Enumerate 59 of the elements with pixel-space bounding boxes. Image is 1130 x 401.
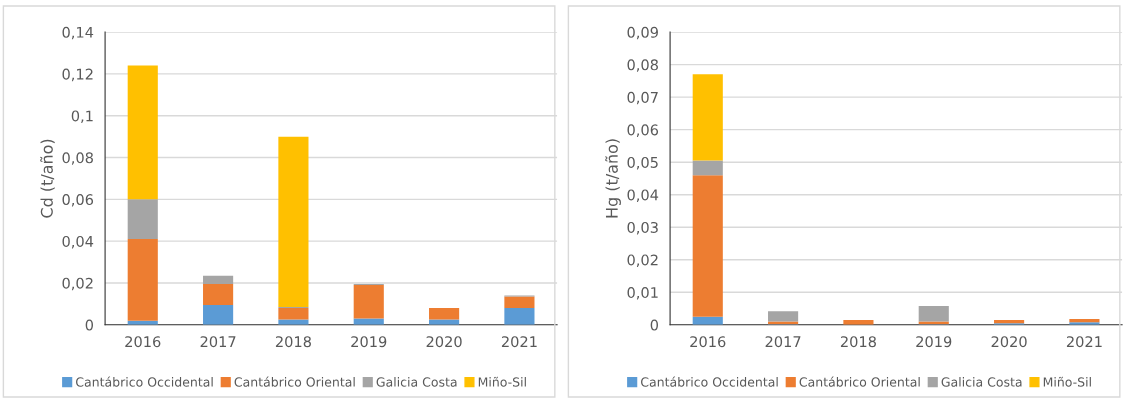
bar — [504, 296, 535, 309]
y-axis-title: Cd (t/año) — [40, 139, 55, 218]
bar — [1069, 318, 1100, 323]
y-tick-label: 0 — [85, 319, 94, 331]
bar — [278, 136, 309, 308]
y-tick-label: 0,12 — [62, 68, 93, 82]
bar — [768, 311, 799, 322]
x-tick-label: 2018 — [840, 336, 876, 348]
x-tick-label: 2019 — [351, 336, 387, 348]
y-tick-label: 0,08 — [62, 152, 93, 165]
legend-label: Miño-Sil — [478, 376, 526, 387]
bar — [429, 308, 460, 320]
legend-label: Cantábrico Oriental — [799, 376, 920, 387]
y-axis-title: Hg (t/año) — [605, 139, 621, 218]
y-tick-label: 0,06 — [62, 194, 94, 207]
bar — [127, 65, 158, 200]
y-tick-label: 0,02 — [62, 277, 93, 291]
y-tick-label: 0,08 — [627, 59, 658, 72]
bar — [692, 74, 723, 161]
y-tick-label: 0,1 — [71, 110, 93, 123]
x-tick-label: 2018 — [275, 336, 311, 348]
bar — [127, 199, 158, 240]
legend-label: Galicia Costa — [376, 377, 457, 387]
y-tick-label: 0,01 — [627, 287, 658, 300]
y-tick-label: 0,14 — [62, 26, 94, 40]
bar — [504, 308, 535, 325]
x-tick-label: 2017 — [765, 336, 801, 348]
y-tick-label: 0,02 — [627, 254, 658, 267]
y-tick-label: 0,09 — [627, 26, 658, 40]
legend-label: Galicia Costa — [941, 377, 1022, 387]
y-tick-label: 0,04 — [627, 189, 659, 202]
x-tick-label: 2021 — [1066, 336, 1102, 348]
bar — [278, 308, 309, 320]
y-tick-label: 0 — [650, 319, 659, 331]
bar — [353, 285, 384, 319]
bar — [994, 319, 1025, 324]
y-tick-label: 0,04 — [62, 235, 94, 249]
legend-label: Cantábrico Oriental — [234, 376, 355, 387]
bar — [127, 239, 158, 321]
bar — [203, 304, 234, 325]
bar — [692, 160, 723, 176]
x-tick-label: 2020 — [426, 336, 462, 348]
legend-label: Cantábrico Occidental — [641, 376, 778, 387]
x-tick-label: 2019 — [916, 336, 952, 348]
y-tick-label: 0,07 — [627, 91, 658, 105]
y-tick-label: 0,06 — [627, 124, 659, 137]
x-tick-label: 2017 — [200, 336, 236, 348]
legend-label: Miño-Sil — [1043, 376, 1091, 387]
bar — [918, 305, 949, 322]
y-tick-label: 0,03 — [627, 221, 658, 235]
bar — [692, 175, 723, 317]
legend-label: Cantábrico Occidental — [76, 376, 213, 387]
bar — [203, 275, 234, 285]
x-tick-label: 2016 — [125, 336, 161, 348]
y-tick-label: 0,05 — [627, 156, 658, 170]
x-tick-label: 2016 — [690, 336, 726, 348]
x-tick-label: 2020 — [991, 336, 1027, 348]
x-tick-label: 2021 — [501, 336, 537, 348]
bar — [203, 284, 234, 305]
